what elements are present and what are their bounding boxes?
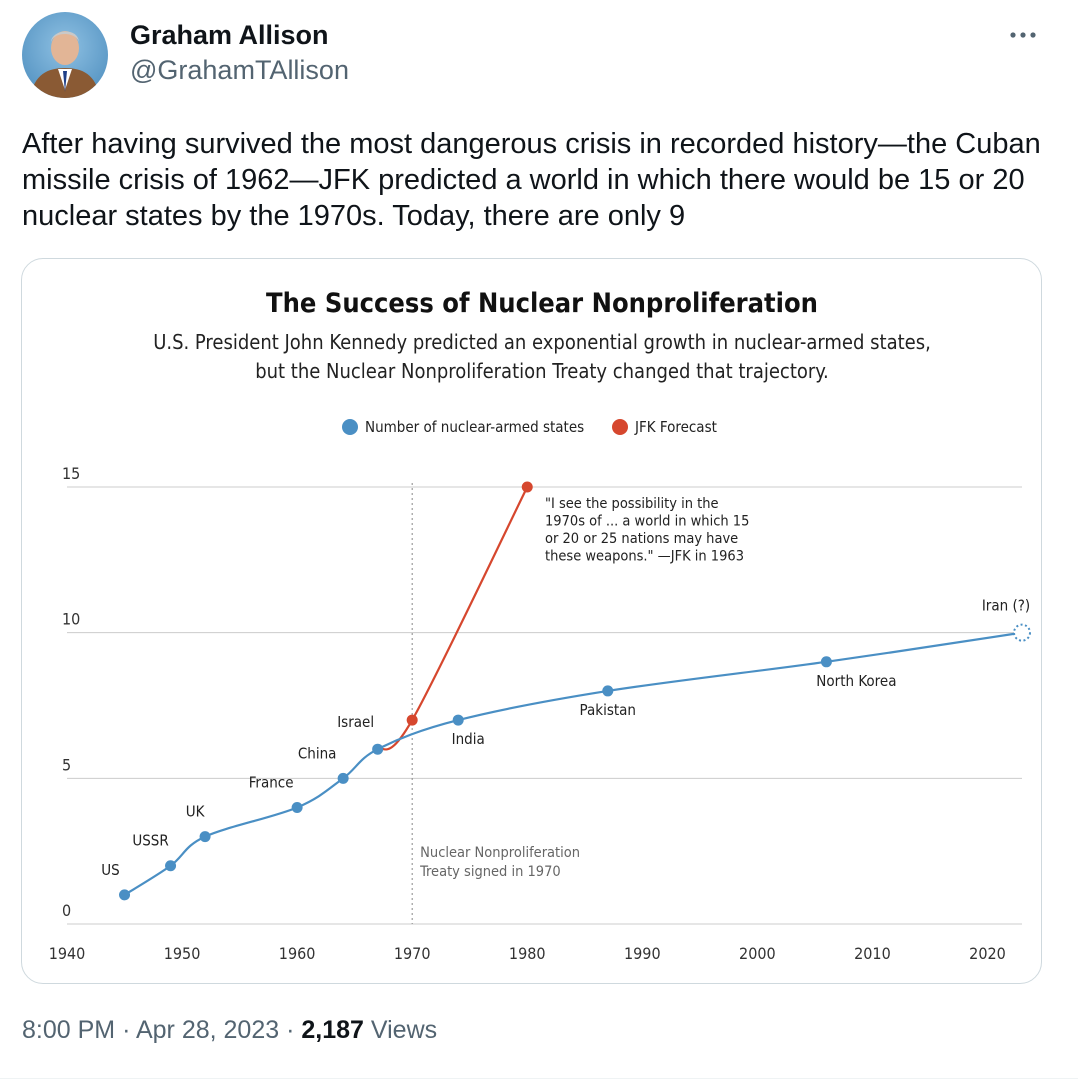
y-tick-label: 0 xyxy=(62,901,71,920)
meta-separator: · xyxy=(286,1016,295,1044)
data-point-label: Iran (?) xyxy=(982,597,1030,615)
jfk-quote: or 20 or 25 nations may have xyxy=(545,531,738,547)
avatar[interactable] xyxy=(22,12,108,98)
divider xyxy=(0,1078,1078,1079)
data-point xyxy=(602,685,614,697)
jfk-quote: 1970s of ... a world in which 15 xyxy=(545,514,749,530)
data-point-label: Pakistan xyxy=(580,701,636,719)
data-point-label: India xyxy=(452,730,485,748)
views-label: Views xyxy=(370,1016,438,1044)
x-tick-label: 2020 xyxy=(969,944,1006,963)
author-block: Graham Allison @GrahamTAllison xyxy=(130,18,349,88)
legend-label: JFK Forecast xyxy=(634,418,717,436)
data-point xyxy=(452,714,464,726)
treaty-label: Nuclear Nonproliferation xyxy=(420,845,580,861)
tweet-image-card[interactable]: The Success of Nuclear Nonproliferation U… xyxy=(21,258,1042,984)
tweet-date[interactable]: Apr 28, 2023 xyxy=(135,1016,280,1044)
x-tick-label: 2000 xyxy=(739,944,776,963)
treaty-label: Treaty signed in 1970 xyxy=(419,864,561,880)
x-tick-label: 2010 xyxy=(854,944,891,963)
data-point-label: China xyxy=(298,744,337,762)
x-tick-label: 1970 xyxy=(394,944,431,963)
x-tick-label: 1960 xyxy=(279,944,316,963)
nuclear-states-chart: The Success of Nuclear Nonproliferation U… xyxy=(49,288,1031,963)
author-name[interactable]: Graham Allison xyxy=(130,20,329,50)
data-point-label: US xyxy=(101,861,119,879)
data-point xyxy=(119,889,131,901)
tweet-meta: 8:00 PM · Apr 28, 2023 · 2,187 Views xyxy=(22,1012,437,1048)
tweet-time[interactable]: 8:00 PM xyxy=(22,1016,116,1044)
data-point-hypothetical xyxy=(1013,623,1031,642)
chart-title: The Success of Nuclear Nonproliferation xyxy=(266,288,818,319)
data-point-label: France xyxy=(249,773,294,791)
data-point-label: North Korea xyxy=(816,672,896,690)
chart-subtitle: U.S. President John Kennedy predicted an… xyxy=(153,330,931,354)
y-tick-label: 10 xyxy=(62,610,80,629)
y-tick-label: 15 xyxy=(62,464,80,483)
x-tick-label: 1990 xyxy=(624,944,661,963)
more-horizontal-icon xyxy=(1010,32,1036,38)
jfk-quote: these weapons." —JFK in 1963 xyxy=(545,549,744,565)
legend-marker-red xyxy=(612,419,628,435)
data-point xyxy=(199,831,211,843)
data-point xyxy=(372,743,384,755)
profile-photo xyxy=(22,12,108,98)
jfk-forecast-line xyxy=(376,486,529,751)
jfk-forecast-point xyxy=(406,714,418,726)
author-handle[interactable]: @GrahamTAllison xyxy=(130,55,349,85)
data-point xyxy=(820,656,832,668)
chart-subtitle: but the Nuclear Nonproliferation Treaty … xyxy=(255,359,829,383)
x-tick-label: 1980 xyxy=(509,944,546,963)
data-point xyxy=(291,801,303,813)
data-point-label: USSR xyxy=(132,832,168,850)
x-tick-label: 1940 xyxy=(49,944,86,963)
views-count: 2,187 xyxy=(301,1016,364,1044)
y-tick-label: 5 xyxy=(62,755,71,774)
more-options-button[interactable] xyxy=(1008,20,1038,50)
legend-marker-blue xyxy=(342,419,358,435)
data-point xyxy=(165,860,177,872)
jfk-quote: "I see the possibility in the xyxy=(545,496,719,512)
jfk-forecast-point xyxy=(521,481,533,493)
data-point-label: UK xyxy=(186,803,206,821)
data-point-label: Israel xyxy=(337,713,374,731)
x-tick-label: 1950 xyxy=(164,944,201,963)
data-point xyxy=(337,772,349,784)
tweet-text: After having survived the most dangerous… xyxy=(22,128,1041,232)
meta-separator: · xyxy=(122,1016,131,1044)
legend-label: Number of nuclear-armed states xyxy=(365,418,584,436)
